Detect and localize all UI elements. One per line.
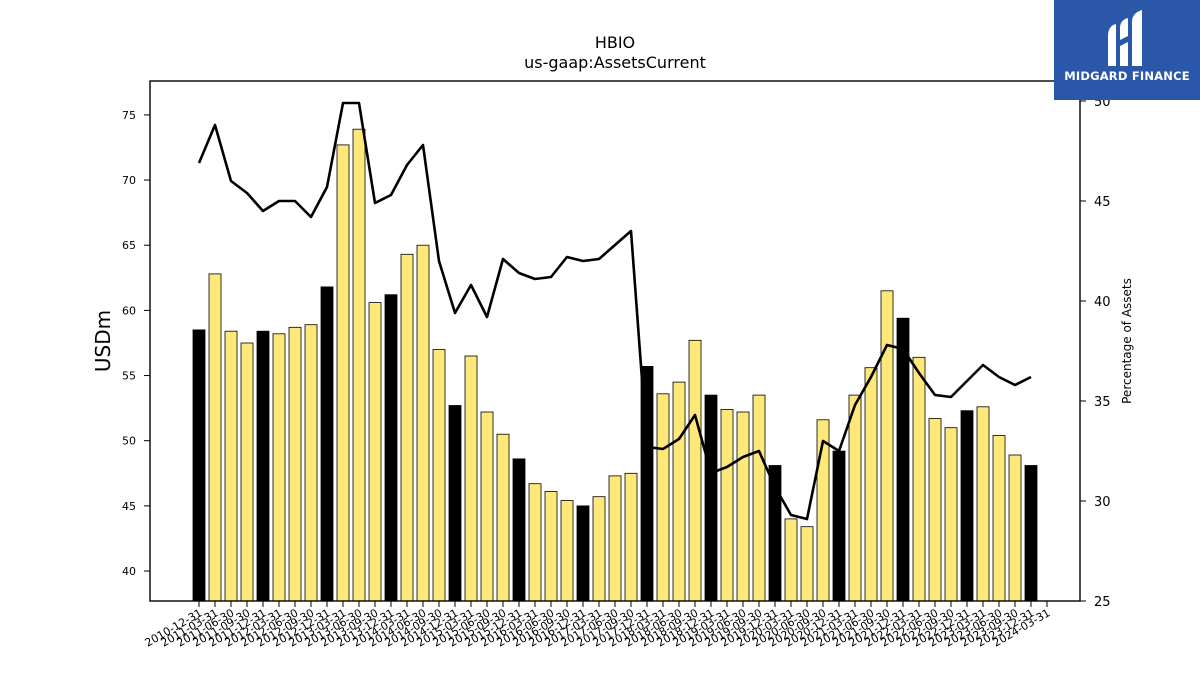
bar <box>560 500 574 602</box>
left-axis: 40 45 50 55 60 65 70 75 <box>122 109 150 578</box>
bar <box>864 367 878 602</box>
y-tick-label: 75 <box>122 109 136 122</box>
bar <box>928 418 942 602</box>
bar <box>480 411 494 602</box>
percentage-line <box>197 101 1032 521</box>
y2-axis-label: Percentage of Assets <box>1120 278 1134 404</box>
chart-title: HBIO <box>595 33 635 52</box>
y2-tick-label: 45 <box>1094 195 1111 210</box>
x-axis: 2010-12-312011-03-312011-06-302011-09-30… <box>143 601 1053 650</box>
bar <box>976 406 990 602</box>
bar <box>464 355 478 602</box>
bar <box>288 326 302 602</box>
bar <box>880 290 894 602</box>
bar <box>400 253 414 602</box>
bar <box>576 505 590 602</box>
bar <box>800 526 814 602</box>
logo-mark-icon <box>1108 10 1142 66</box>
bar <box>1008 454 1022 602</box>
y2-tick-label: 40 <box>1094 295 1111 310</box>
bar <box>1024 465 1038 602</box>
bar <box>352 128 366 602</box>
bar <box>192 329 206 602</box>
bar <box>832 450 846 602</box>
bar <box>272 333 286 602</box>
bar <box>704 394 718 602</box>
bar <box>944 427 958 602</box>
y2-tick-label: 35 <box>1094 395 1111 410</box>
bar <box>624 472 638 602</box>
bar <box>896 317 910 602</box>
logo-text: MIDGARD FINANCE <box>1064 69 1190 83</box>
bar <box>384 294 398 602</box>
y2-tick-label: 25 <box>1094 595 1111 610</box>
y-tick-label: 55 <box>122 370 136 383</box>
y-tick-label: 70 <box>122 174 136 187</box>
bar <box>672 381 686 602</box>
bar <box>256 330 270 602</box>
bar <box>752 394 766 602</box>
bar <box>448 405 462 602</box>
bar <box>368 302 382 602</box>
bar <box>224 330 238 602</box>
y-tick-label: 40 <box>122 565 136 578</box>
y-tick-label: 50 <box>122 435 136 448</box>
y-tick-label: 45 <box>122 500 136 513</box>
bar <box>608 475 622 602</box>
bar <box>720 408 734 602</box>
y-tick-label: 60 <box>122 304 136 317</box>
bar <box>432 349 446 602</box>
bar <box>528 483 542 602</box>
bar <box>992 435 1006 602</box>
bar <box>544 491 558 602</box>
bar <box>208 273 222 602</box>
bar <box>688 339 702 602</box>
bar <box>784 518 798 602</box>
bar <box>512 458 526 602</box>
bar <box>960 410 974 602</box>
bar <box>496 433 510 602</box>
chart-subtitle: us-gaap:AssetsCurrent <box>524 53 706 72</box>
bar <box>912 356 926 602</box>
bar <box>336 144 350 602</box>
bar <box>320 286 334 602</box>
bar <box>592 496 606 602</box>
bar <box>736 411 750 602</box>
y-axis-label: USDm <box>91 310 115 372</box>
bar <box>416 244 430 602</box>
brand-logo: MIDGARD FINANCE <box>1054 0 1200 100</box>
bar <box>304 324 318 602</box>
bar <box>848 394 862 602</box>
bar <box>240 342 254 602</box>
bar <box>656 393 670 602</box>
y2-tick-label: 30 <box>1094 495 1111 510</box>
y-tick-label: 65 <box>122 239 136 252</box>
